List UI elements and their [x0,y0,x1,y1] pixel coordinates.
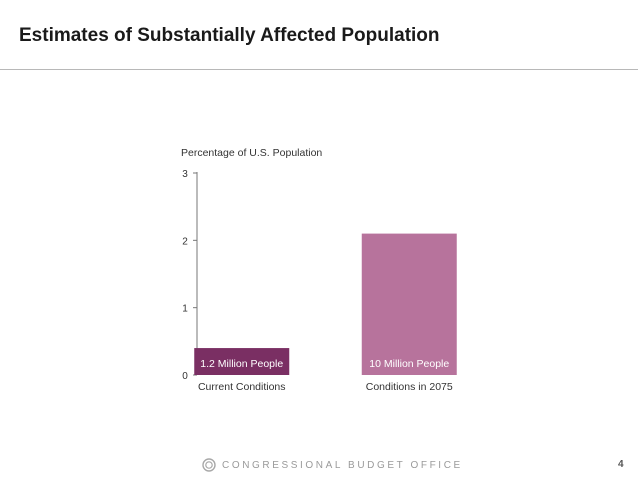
bar-data-label: 10 Million People [369,358,449,370]
page-number: 4 [618,459,624,470]
x-category-label: Current Conditions [198,381,286,393]
y-tick-label: 3 [182,169,188,180]
title-divider [0,69,638,70]
slide-title: Estimates of Substantially Affected Popu… [19,25,440,46]
footer-organization: CONGRESSIONAL BUDGET OFFICE [222,460,463,471]
y-tick-label: 1 [182,304,188,315]
y-axis-label: Percentage of U.S. Population [181,147,322,159]
cbo-seal-icon [202,458,216,472]
y-tick-label: 2 [182,236,188,247]
x-category-label: Conditions in 2075 [366,381,453,393]
footer: CONGRESSIONAL BUDGET OFFICE 4 [0,456,638,476]
y-tick-label: 0 [182,371,188,382]
bar [194,348,290,375]
bar [361,233,457,375]
bar-data-label: 1.2 Million People [200,358,283,370]
